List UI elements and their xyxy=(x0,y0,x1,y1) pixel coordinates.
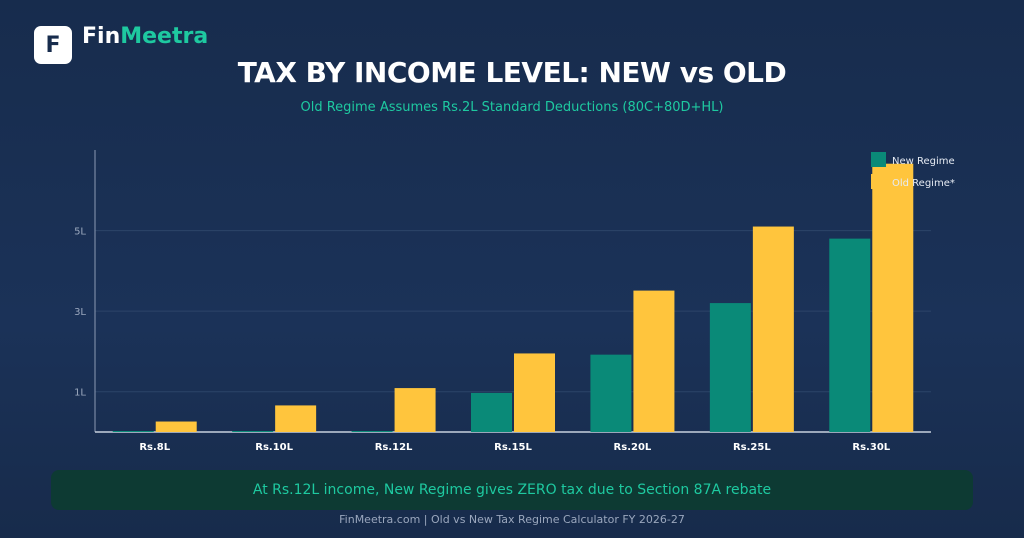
bar-new-regime-1 xyxy=(232,431,274,432)
x-tick-label: Rs.10L xyxy=(255,442,293,453)
brand-name-meetra: Meetra xyxy=(120,24,209,49)
brand-logo: F xyxy=(34,26,72,64)
y-tick-label: 5L xyxy=(74,227,86,238)
bar-new-regime-6 xyxy=(829,238,871,432)
legend-swatch-1 xyxy=(871,174,886,189)
y-tick-label: 1L xyxy=(74,388,86,399)
bar-old-regime-5 xyxy=(752,226,794,432)
footer-text: FinMeetra.com | Old vs New Tax Regime Ca… xyxy=(339,513,685,526)
bar-old-regime-0 xyxy=(155,421,197,432)
chart-title: TAX BY INCOME LEVEL: NEW vs OLD xyxy=(237,56,787,89)
legend-label-0: New Regime xyxy=(892,156,955,167)
chart-subtitle: Old Regime Assumes Rs.2L Standard Deduct… xyxy=(300,100,724,115)
logo-letter: F xyxy=(45,32,61,58)
info-banner: At Rs.12L income, New Regime gives ZERO … xyxy=(51,470,973,510)
legend-swatch-0 xyxy=(871,152,886,167)
bar-new-regime-3 xyxy=(471,392,512,432)
bar-old-regime-6 xyxy=(872,163,914,432)
x-tick-label: Rs.8L xyxy=(139,442,170,453)
x-tick-label: Rs.30L xyxy=(852,442,890,453)
bar-new-regime-5 xyxy=(709,303,751,432)
y-tick-label: 3L xyxy=(74,307,86,318)
x-tick-label: Rs.25L xyxy=(733,442,771,453)
brand-name: FinMeetra xyxy=(82,24,208,49)
bar-old-regime-1 xyxy=(275,405,317,432)
x-tick-label: Rs.20L xyxy=(614,442,652,453)
bar-new-regime-4 xyxy=(590,354,632,432)
info-banner-text: At Rs.12L income, New Regime gives ZERO … xyxy=(252,482,772,498)
legend-label-1: Old Regime* xyxy=(892,178,955,189)
bar-old-regime-4 xyxy=(633,290,675,432)
brand-name-fin: Fin xyxy=(82,24,121,49)
bar-new-regime-2 xyxy=(351,431,393,432)
x-tick-label: Rs.12L xyxy=(375,442,413,453)
bar-old-regime-2 xyxy=(394,388,436,432)
x-tick-label: Rs.15L xyxy=(494,442,532,453)
bar-new-regime-0 xyxy=(112,431,154,432)
bar-old-regime-3 xyxy=(514,353,555,432)
